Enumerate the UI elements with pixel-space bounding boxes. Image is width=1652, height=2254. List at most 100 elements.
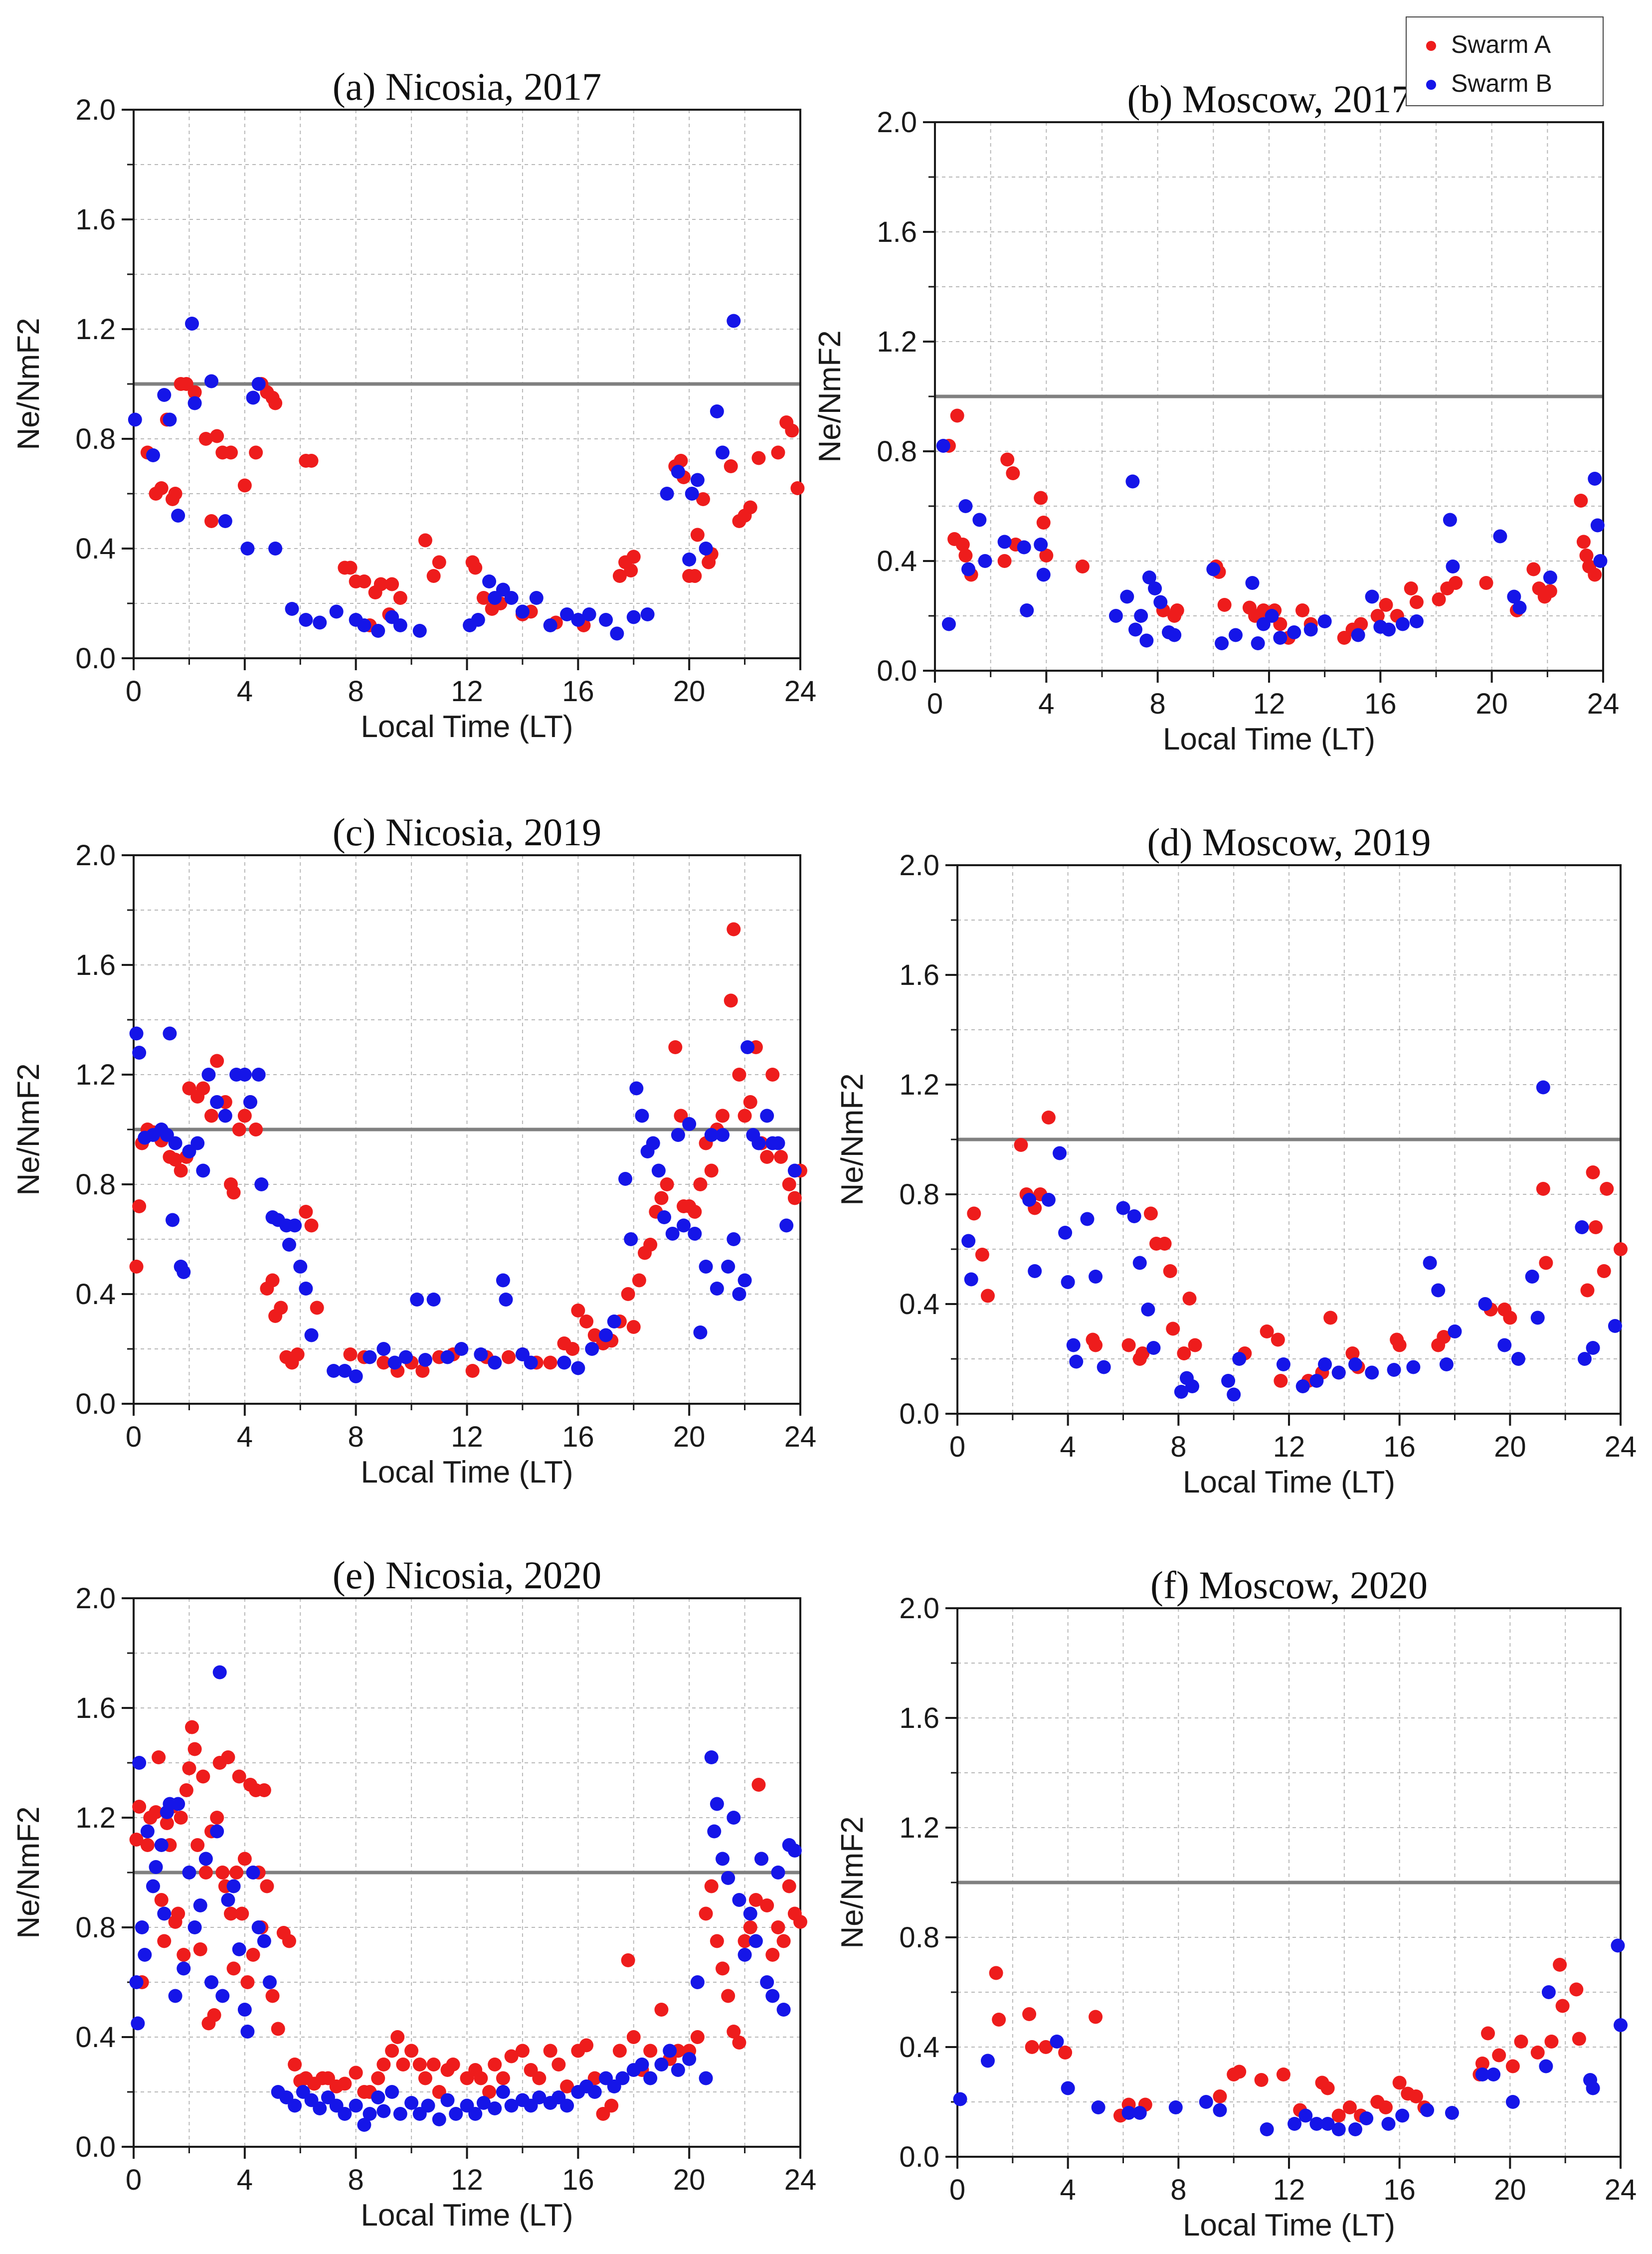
data-point xyxy=(1121,1338,1136,1352)
data-point xyxy=(1439,1357,1454,1371)
data-point xyxy=(1475,2057,1489,2070)
series-swarm-b xyxy=(129,1665,802,2132)
data-point xyxy=(571,613,585,627)
data-point xyxy=(226,1185,241,1200)
x-tick-label: 0 xyxy=(949,1431,965,1463)
data-point xyxy=(385,577,399,591)
data-point xyxy=(1525,1270,1539,1284)
data-point xyxy=(557,1355,571,1370)
data-point xyxy=(488,2101,502,2115)
data-point xyxy=(187,385,202,399)
y-tick-label: 0.8 xyxy=(899,1178,939,1211)
data-point xyxy=(204,1109,218,1123)
y-axis-label: Ne/NmF2 xyxy=(11,1806,46,1938)
data-point xyxy=(1127,1209,1141,1223)
x-tick-label: 12 xyxy=(1273,1431,1305,1463)
y-tick-label: 2.0 xyxy=(899,1592,939,1625)
data-point xyxy=(751,451,766,465)
data-point xyxy=(1120,589,1134,604)
y-tick-label: 2.0 xyxy=(899,849,939,882)
data-point xyxy=(1125,474,1140,489)
data-point xyxy=(387,1355,402,1370)
data-point xyxy=(693,1325,708,1339)
data-point xyxy=(751,1778,766,1792)
data-point xyxy=(710,1282,724,1296)
data-point xyxy=(629,1081,644,1096)
data-point xyxy=(1075,560,1090,573)
series-swarm-b xyxy=(953,1938,1628,2136)
data-point xyxy=(496,2071,510,2085)
data-point xyxy=(1232,2065,1247,2079)
data-point xyxy=(524,1355,538,1370)
x-tick-label: 4 xyxy=(1060,2174,1076,2206)
data-point xyxy=(223,445,238,460)
data-point xyxy=(1080,1212,1095,1226)
data-point xyxy=(393,591,407,605)
data-point xyxy=(174,1163,188,1178)
data-point xyxy=(235,1906,249,1921)
data-point xyxy=(304,454,319,468)
data-point xyxy=(1478,1297,1492,1311)
x-tick-label: 12 xyxy=(451,2164,483,2196)
data-point xyxy=(201,1068,216,1082)
data-point xyxy=(1536,1080,1550,1095)
data-point xyxy=(1600,1182,1614,1196)
data-point xyxy=(1507,589,1521,604)
y-tick-label: 0.8 xyxy=(75,1911,116,1944)
data-point xyxy=(210,1054,224,1068)
panel-5: 0 4 8 12 16 20 24 0.0 0.4 0.8 1.2 1.6 2.0 Local Time … xyxy=(835,1563,1637,2243)
data-point xyxy=(724,459,738,473)
data-point xyxy=(237,1109,252,1123)
data-point xyxy=(515,604,530,619)
data-point xyxy=(643,2071,658,2085)
data-point xyxy=(149,1805,163,1819)
data-point xyxy=(149,1860,163,1874)
data-point xyxy=(1135,1346,1150,1360)
data-point xyxy=(1331,2108,1346,2123)
y-tick-label: 0.0 xyxy=(75,1388,116,1420)
data-point xyxy=(177,1961,191,1976)
data-point xyxy=(488,1355,502,1370)
panel-title: (e) Nicosia, 2020 xyxy=(333,1553,601,1597)
data-point xyxy=(376,2104,391,2118)
data-point xyxy=(343,1347,358,1361)
data-point xyxy=(343,561,358,575)
data-point xyxy=(1153,595,1168,609)
legend-label-swarm-b: Swarm B xyxy=(1451,69,1552,97)
data-point xyxy=(941,617,956,631)
data-point xyxy=(760,1109,774,1123)
data-point xyxy=(635,2058,649,2071)
data-point xyxy=(732,2036,746,2050)
data-point xyxy=(1579,549,1594,563)
data-point xyxy=(515,2044,530,2058)
series-swarm-b xyxy=(961,1080,1622,1402)
data-point xyxy=(1089,1338,1103,1352)
data-point xyxy=(184,1720,199,1734)
x-tick-label: 8 xyxy=(348,675,364,708)
data-point xyxy=(204,374,218,388)
data-point xyxy=(390,2030,405,2044)
y-tick-label: 0.0 xyxy=(899,2141,939,2173)
x-tick-label: 24 xyxy=(784,675,817,708)
data-point xyxy=(727,2025,741,2039)
data-point xyxy=(674,454,688,468)
data-point xyxy=(246,1866,260,1879)
data-point xyxy=(551,2058,566,2071)
data-point xyxy=(1020,603,1034,617)
legend-marker-swarm-b xyxy=(1426,80,1436,90)
data-point xyxy=(1586,1341,1600,1355)
x-axis-label: Local Time (LT) xyxy=(361,710,573,744)
data-point xyxy=(140,1824,155,1839)
data-point xyxy=(1409,614,1424,628)
data-point xyxy=(338,2076,352,2091)
data-point xyxy=(1514,2035,1528,2049)
data-point xyxy=(187,1742,202,1756)
panel-0: 0 4 8 12 16 20 24 0.0 0.4 0.8 1.2 1.6 2.0 Local Time … xyxy=(11,65,816,744)
data-point xyxy=(376,2058,391,2071)
data-point xyxy=(418,1353,432,1367)
y-axis-label: Ne/NmF2 xyxy=(835,1073,870,1205)
data-point xyxy=(304,1218,319,1233)
data-point xyxy=(249,445,263,460)
data-point xyxy=(1539,2059,1553,2073)
